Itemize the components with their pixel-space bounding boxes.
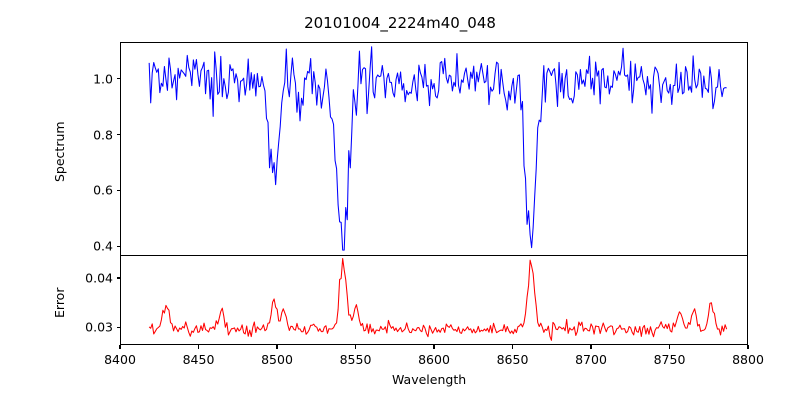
spectrum-ytick-label: 1.0 <box>93 71 113 87</box>
error-ytick <box>116 277 120 279</box>
x-tick-label: 8550 <box>339 352 372 367</box>
x-tick-label: 8750 <box>653 352 686 367</box>
x-tick-label: 8650 <box>496 352 529 367</box>
error-ytick-label: 0.03 <box>85 319 113 335</box>
x-axis-label: Wavelength <box>392 372 467 387</box>
x-tick <box>590 345 592 349</box>
error-ytick <box>116 326 120 329</box>
x-tick <box>197 345 200 349</box>
x-tick <box>119 345 121 349</box>
x-tick-label: 8600 <box>418 352 450 367</box>
x-tick <box>433 345 435 349</box>
spectrum-plot-area <box>121 43 747 255</box>
figure-title: 20101004_2224m40_048 <box>304 14 496 32</box>
spectrum-axes <box>120 42 748 255</box>
spectrum-ytick <box>116 189 120 191</box>
x-tick-label: 8500 <box>261 352 293 367</box>
error-ytick-label: 0.04 <box>85 270 113 286</box>
x-tick <box>747 345 749 349</box>
error-plot-area <box>121 256 747 344</box>
spectrum-ytick <box>116 134 120 136</box>
x-tick-label: 8450 <box>182 352 215 367</box>
x-tick <box>511 345 514 349</box>
x-tick-label: 8800 <box>732 352 764 367</box>
spectrum-ytick-label: 0.8 <box>93 127 113 143</box>
x-tick-label: 8700 <box>575 352 607 367</box>
spectrum-ytick <box>116 245 120 247</box>
spectrum-ytick <box>116 78 120 80</box>
x-tick <box>354 345 357 349</box>
x-tick <box>668 345 671 349</box>
error-axes <box>120 255 748 345</box>
spectrum-ytick-label: 0.4 <box>93 238 113 254</box>
x-tick-label: 8400 <box>104 352 136 367</box>
y-axis-label-spectrum: Spectrum <box>52 120 67 182</box>
y-axis-label-error: Error <box>52 287 67 318</box>
x-tick <box>276 345 278 349</box>
spectrum-ytick-label: 0.6 <box>93 182 113 198</box>
